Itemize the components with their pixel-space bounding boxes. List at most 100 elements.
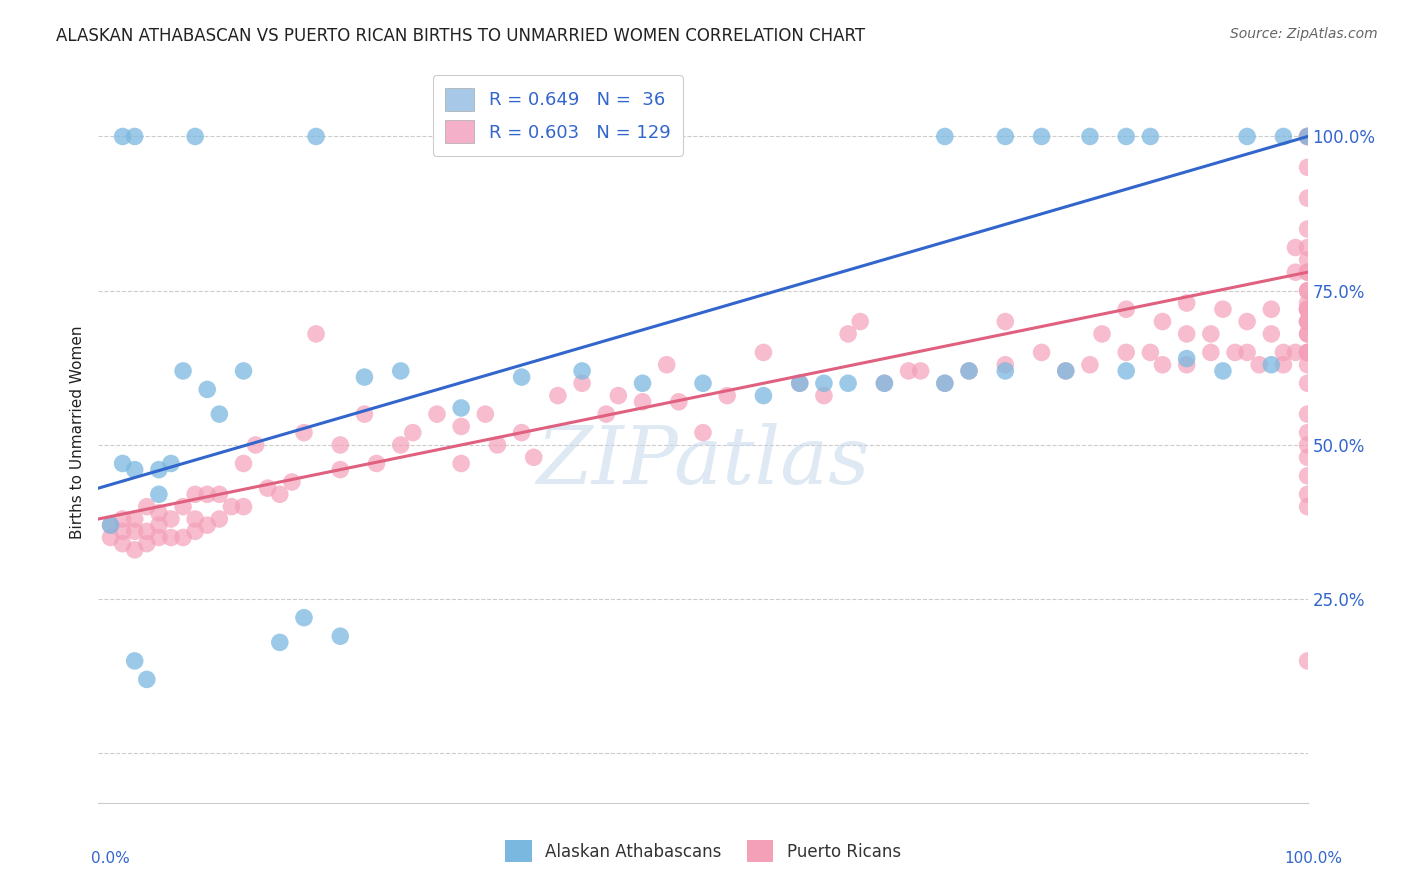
Point <box>631 376 654 391</box>
Point <box>148 531 170 545</box>
Point <box>1272 345 1295 359</box>
Point <box>607 389 630 403</box>
Point <box>111 457 134 471</box>
Point <box>1296 240 1319 255</box>
Point <box>837 376 859 391</box>
Point <box>1031 129 1053 144</box>
Point <box>111 524 134 539</box>
Point <box>1054 364 1077 378</box>
Point <box>111 536 134 550</box>
Point <box>148 487 170 501</box>
Point <box>100 518 122 533</box>
Point <box>1152 315 1174 329</box>
Point <box>752 389 775 403</box>
Point <box>1115 129 1137 144</box>
Point <box>873 376 896 391</box>
Point <box>510 370 533 384</box>
Point <box>1091 326 1114 341</box>
Point <box>692 425 714 440</box>
Point <box>934 376 956 391</box>
Point <box>172 500 194 514</box>
Point <box>873 376 896 391</box>
Point <box>100 518 122 533</box>
Point <box>523 450 546 465</box>
Point <box>486 438 509 452</box>
Point <box>1296 129 1319 144</box>
Point <box>1139 345 1161 359</box>
Text: ZIPatlas: ZIPatlas <box>536 424 870 501</box>
Point <box>994 358 1017 372</box>
Point <box>631 394 654 409</box>
Point <box>269 487 291 501</box>
Point <box>160 512 183 526</box>
Point <box>329 438 352 452</box>
Point <box>1296 129 1319 144</box>
Point <box>510 425 533 440</box>
Point <box>1152 358 1174 372</box>
Point <box>571 364 593 378</box>
Point <box>450 401 472 415</box>
Point <box>124 524 146 539</box>
Point <box>837 326 859 341</box>
Point <box>994 129 1017 144</box>
Point <box>1078 129 1101 144</box>
Point <box>849 315 872 329</box>
Point <box>426 407 449 421</box>
Point <box>111 512 134 526</box>
Point <box>329 462 352 476</box>
Point <box>232 364 254 378</box>
Point <box>1296 284 1319 298</box>
Point <box>353 370 375 384</box>
Point <box>510 129 533 144</box>
Point <box>1296 302 1319 317</box>
Point <box>1139 129 1161 144</box>
Point <box>1296 358 1319 372</box>
Point <box>450 419 472 434</box>
Point <box>221 500 243 514</box>
Point <box>148 462 170 476</box>
Point <box>389 364 412 378</box>
Point <box>813 389 835 403</box>
Point <box>195 518 218 533</box>
Point <box>1115 302 1137 317</box>
Point <box>534 129 557 144</box>
Point <box>184 487 207 501</box>
Point <box>1296 302 1319 317</box>
Point <box>1223 345 1246 359</box>
Point <box>1296 129 1319 144</box>
Point <box>1296 345 1319 359</box>
Point <box>1175 351 1198 366</box>
Point <box>1296 500 1319 514</box>
Point <box>1284 265 1306 279</box>
Point <box>1115 345 1137 359</box>
Point <box>148 506 170 520</box>
Point <box>148 518 170 533</box>
Text: 0.0%: 0.0% <box>91 852 131 866</box>
Point <box>1296 302 1319 317</box>
Point <box>994 364 1017 378</box>
Point <box>269 635 291 649</box>
Point <box>402 425 425 440</box>
Point <box>994 315 1017 329</box>
Point <box>1296 654 1319 668</box>
Point <box>1296 161 1319 175</box>
Point <box>957 364 980 378</box>
Point <box>583 129 606 144</box>
Point <box>184 129 207 144</box>
Point <box>353 407 375 421</box>
Point <box>208 407 231 421</box>
Point <box>1284 240 1306 255</box>
Point <box>245 438 267 452</box>
Point <box>1236 129 1258 144</box>
Point <box>655 358 678 372</box>
Point <box>1296 129 1319 144</box>
Point <box>208 512 231 526</box>
Point <box>1296 296 1319 310</box>
Point <box>135 673 157 687</box>
Point <box>184 512 207 526</box>
Point <box>160 457 183 471</box>
Point <box>571 376 593 391</box>
Point <box>172 364 194 378</box>
Point <box>547 389 569 403</box>
Point <box>1296 222 1319 236</box>
